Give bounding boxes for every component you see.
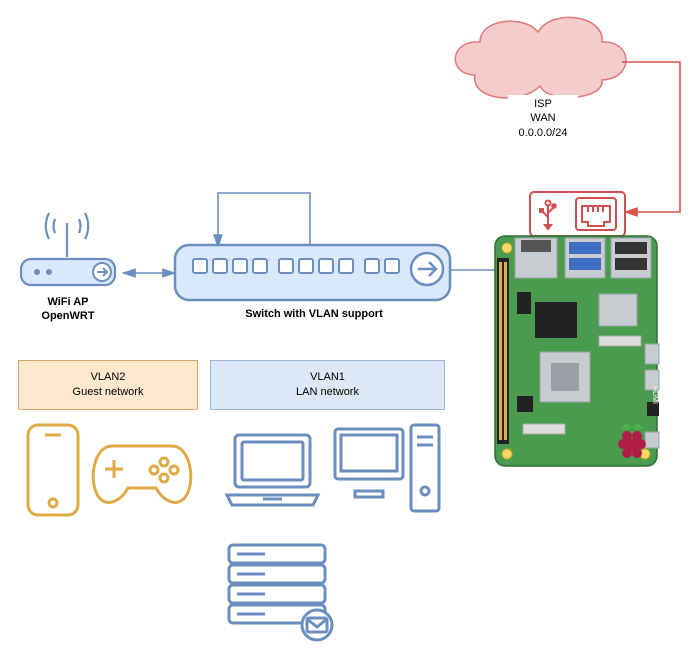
gamepad-icon [93, 446, 191, 502]
isp-cloud [455, 17, 626, 98]
vlan1-box: VLAN1 LAN network [210, 360, 445, 410]
phone-icon [28, 425, 78, 515]
server-mail-icon [229, 545, 332, 640]
wifi-ap-icon [21, 213, 115, 285]
vlan2-title: VLAN2 [19, 370, 197, 385]
isp-label: ISP WAN 0.0.0.0/24 [508, 95, 578, 142]
vlan1-title: VLAN1 [211, 370, 444, 385]
wan-text: WAN [512, 111, 574, 125]
usb-ethernet-dongle [530, 192, 625, 236]
desktop-icon [335, 425, 439, 511]
cidr-text: 0.0.0.0/24 [512, 126, 574, 140]
diagram-canvas: HDMI [0, 0, 693, 658]
svg-text:HDMI: HDMI [651, 386, 658, 404]
isp-text: ISP [512, 97, 574, 111]
vlan1-sub: LAN network [211, 385, 444, 400]
switch-title: Switch with VLAN support [245, 308, 383, 320]
wifi-sub: OpenWRT [30, 309, 106, 323]
raspberry-pi-icon: HDMI [495, 236, 659, 466]
wifi-ap-label: WiFi AP OpenWRT [26, 293, 110, 326]
edge-cloud-to-rpi [622, 62, 680, 212]
switch-icon [175, 245, 450, 300]
laptop-icon [227, 435, 318, 505]
wifi-title: WiFi AP [30, 295, 106, 309]
vlan2-box: VLAN2 Guest network [18, 360, 198, 410]
vlan2-sub: Guest network [19, 385, 197, 400]
switch-label: Switch with VLAN support [234, 305, 394, 323]
